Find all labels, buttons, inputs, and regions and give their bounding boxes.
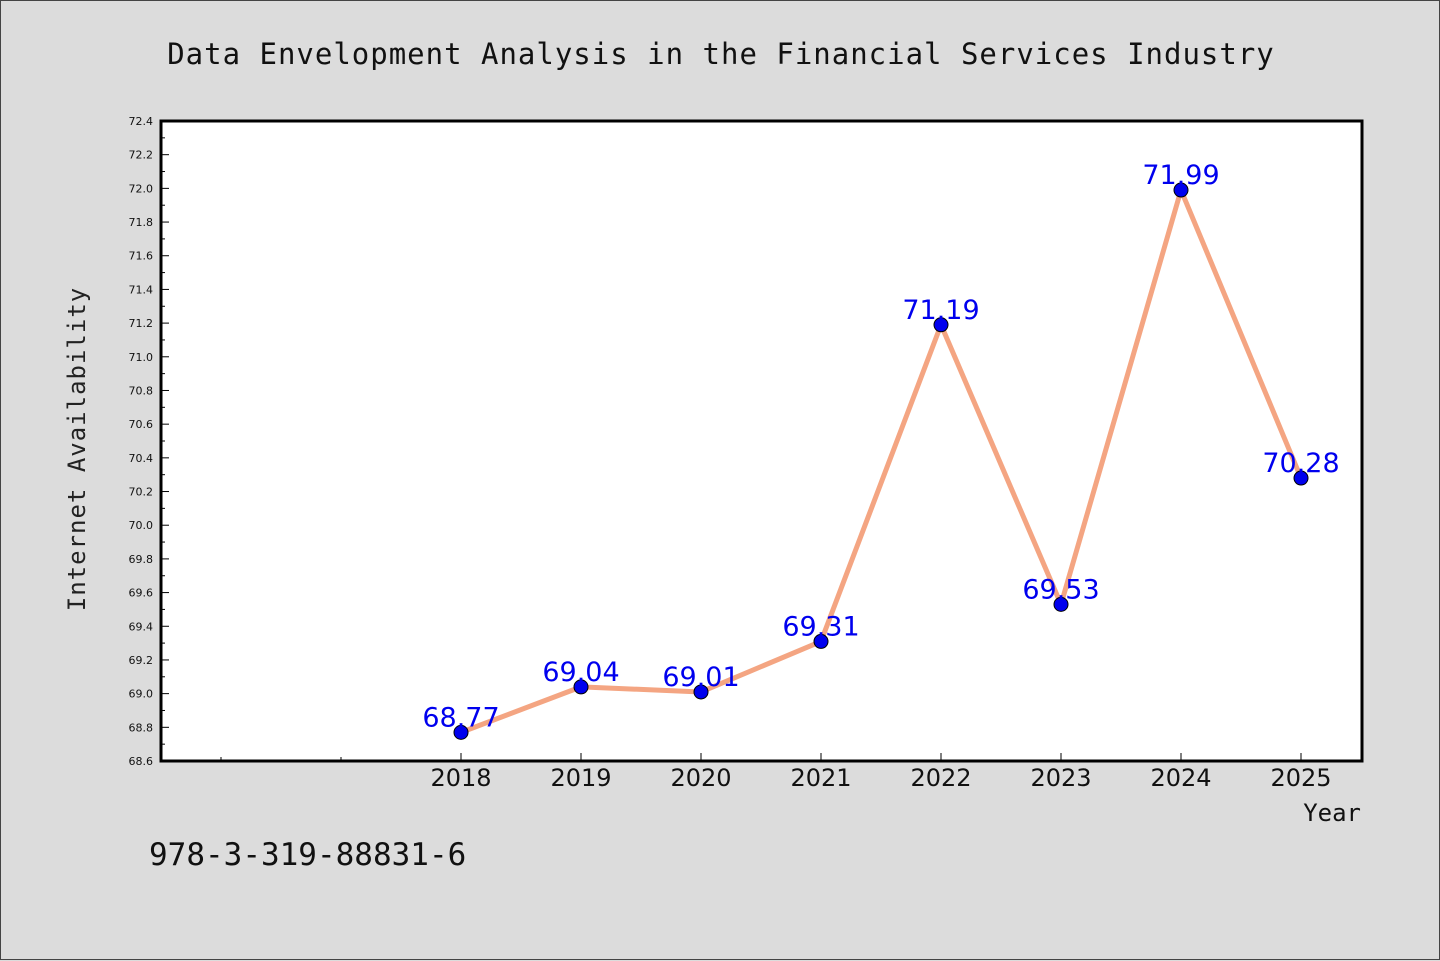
data-label: 71.19 — [902, 295, 979, 326]
x-tick-label: 2020 — [670, 764, 731, 792]
y-tick-label: 71.6 — [129, 250, 154, 263]
y-tick-label: 68.6 — [129, 755, 154, 768]
series-line — [458, 187, 1304, 735]
y-tick-label: 71.4 — [129, 283, 154, 296]
y-tick-label: 69.4 — [129, 620, 154, 633]
data-point — [1053, 596, 1069, 612]
data-point — [933, 317, 949, 333]
y-tick-label: 70.4 — [129, 452, 154, 465]
y-tick-label: 71.8 — [129, 216, 154, 229]
plot-border — [159, 119, 1364, 763]
x-axis: 2018 2019 2020 2021 2022 2023 2024 2025 — [220, 753, 1332, 792]
data-label: 69.04 — [542, 657, 619, 688]
x-tick-label: 2021 — [790, 764, 851, 792]
chart-title: Data Envelopment Analysis in the Financi… — [167, 37, 1275, 71]
data-label: 70.28 — [1262, 448, 1339, 479]
y-tick-label: 71.2 — [129, 317, 154, 330]
y-tick-label: 70.0 — [129, 519, 154, 532]
x-tick-label: 2023 — [1030, 764, 1091, 792]
y-axis: 68.6 68.8 69.0 69.2 69.4 69.6 69.8 70.0 70.2 70.4… — [129, 115, 169, 768]
data-point — [1173, 182, 1189, 198]
y-tick-label: 71.0 — [129, 351, 154, 364]
y-tick-label: 72.2 — [129, 149, 154, 162]
y-tick-label: 72.4 — [129, 115, 154, 128]
data-point — [453, 724, 469, 740]
data-label: 68.77 — [422, 702, 499, 733]
y-tick-label: 69.8 — [129, 553, 154, 566]
y-tick-label: 70.6 — [129, 418, 154, 431]
plot-area — [161, 121, 1362, 761]
x-tick-label: 2025 — [1270, 764, 1331, 792]
y-tick-label: 69.0 — [129, 688, 154, 701]
y-tick-label: 69.2 — [129, 654, 154, 667]
data-label: 69.01 — [662, 662, 739, 693]
x-tick-label: 2019 — [550, 764, 611, 792]
y-tick-label: 70.8 — [129, 384, 154, 397]
x-axis-label: Year — [1303, 799, 1361, 827]
data-point — [1293, 470, 1309, 486]
y-tick-label: 70.2 — [129, 486, 154, 499]
y-tick-label: 72.0 — [129, 182, 154, 195]
footnote-isbn: 978-3-319-88831-6 — [149, 837, 466, 873]
data-point — [813, 633, 829, 649]
y-axis-label: Internet Availability — [63, 287, 91, 611]
data-label: 69.31 — [782, 611, 859, 642]
series-group: 68.77 69.04 69.01 69.31 71.19 69.53 71.99 70.28 — [422, 160, 1340, 740]
data-label: 71.99 — [1142, 160, 1219, 191]
data-point — [573, 679, 589, 695]
y-tick-label: 69.6 — [129, 587, 154, 600]
x-tick-label: 2024 — [1150, 764, 1211, 792]
y-tick-label: 68.8 — [129, 721, 154, 734]
x-tick-label: 2018 — [430, 764, 491, 792]
data-label: 69.53 — [1022, 574, 1099, 605]
x-tick-label: 2022 — [910, 764, 971, 792]
data-point — [693, 684, 709, 700]
